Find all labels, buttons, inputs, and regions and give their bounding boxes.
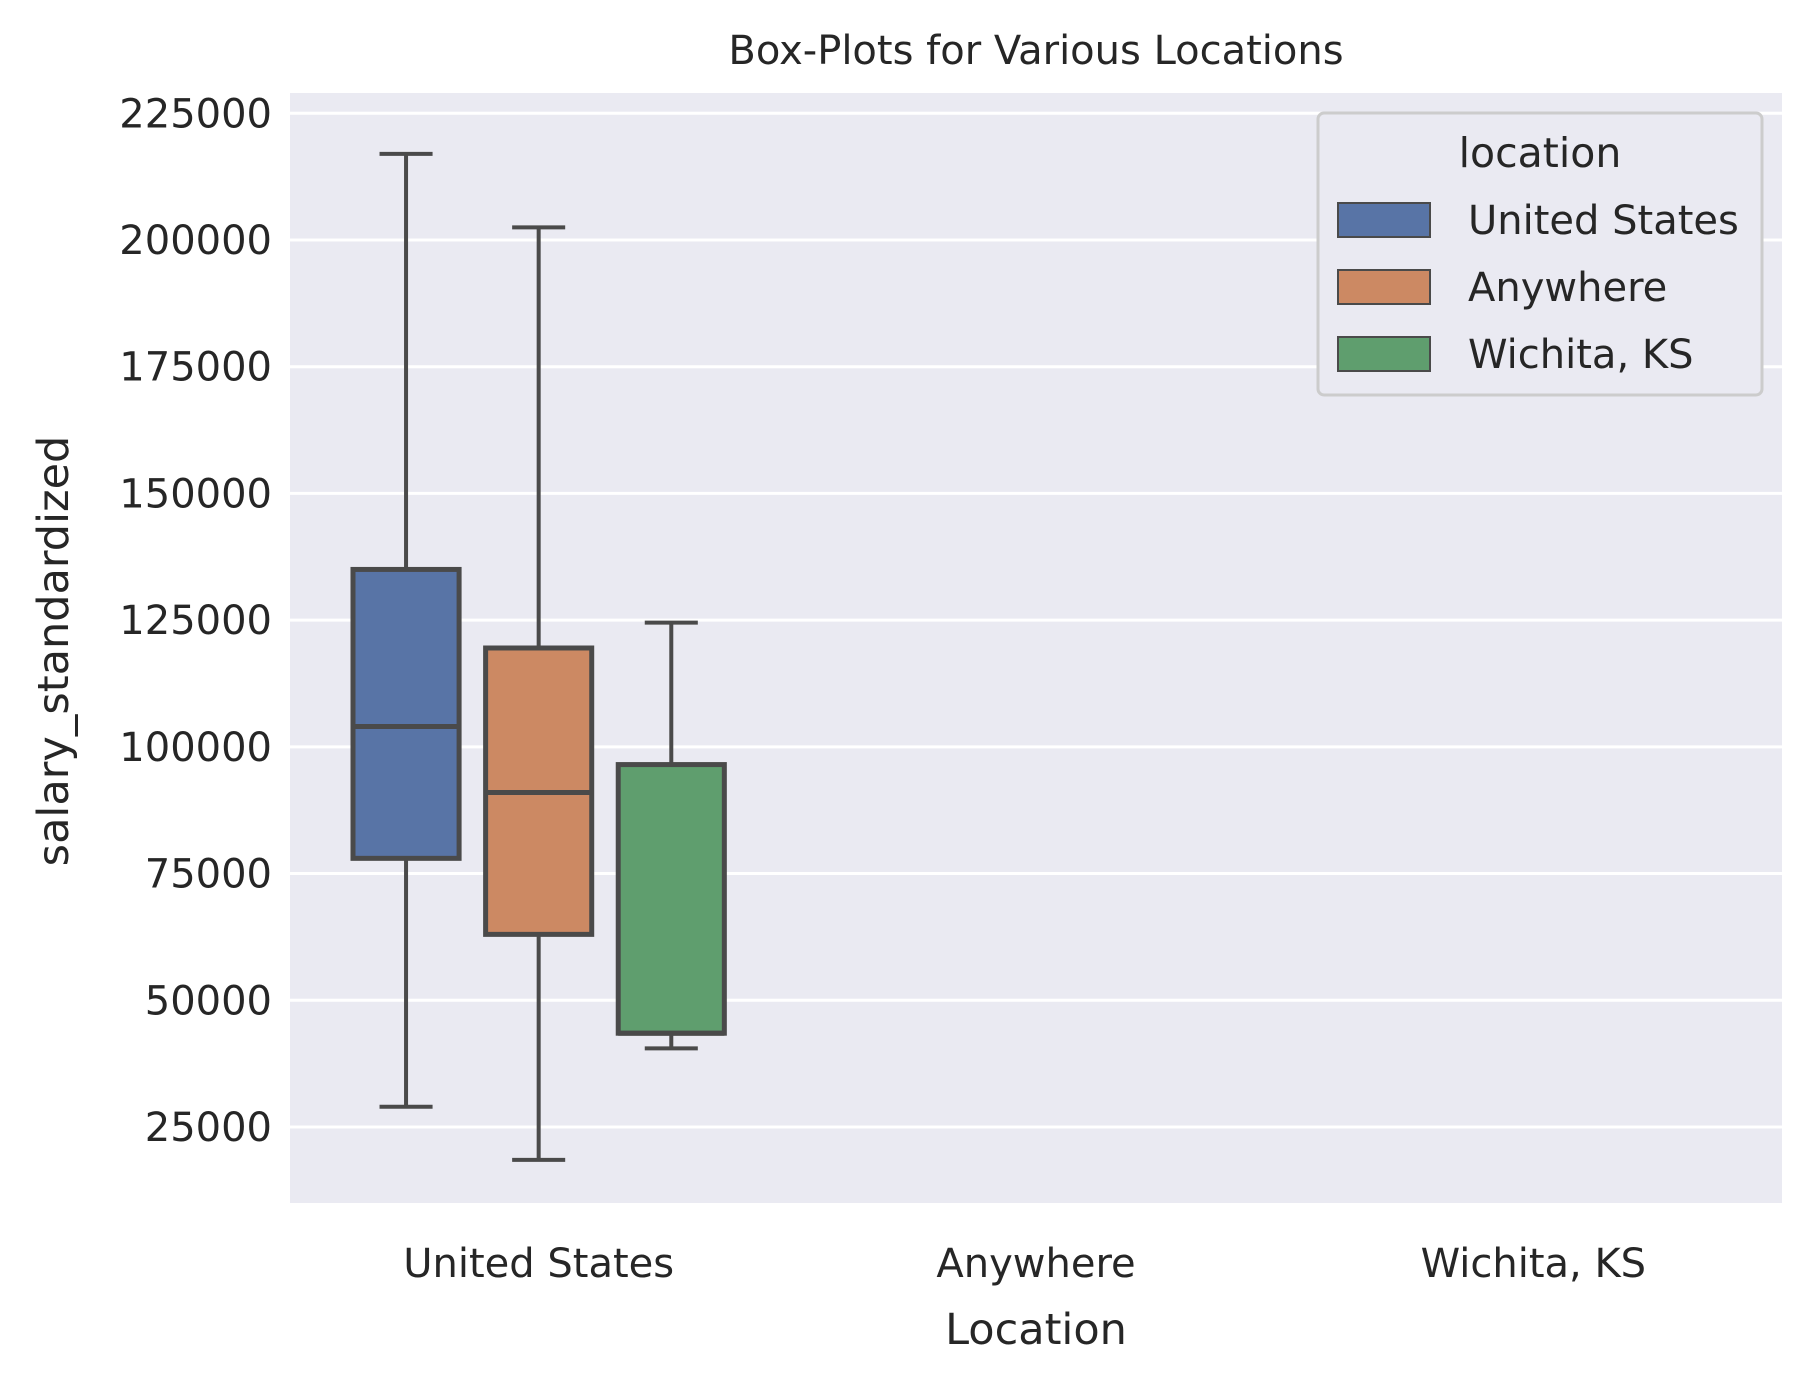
- legend-label-1: Anywhere: [1468, 265, 1667, 311]
- x-tick-label-0: United States: [403, 1241, 674, 1287]
- y-tick-label-6: 175000: [119, 345, 272, 391]
- x-tick-label-1: Anywhere: [936, 1241, 1135, 1287]
- x-tick-label-2: Wichita, KS: [1421, 1241, 1647, 1287]
- y-tick-label-7: 200000: [119, 218, 272, 264]
- y-tick-label-2: 75000: [145, 852, 272, 898]
- legend-label-2: Wichita, KS: [1468, 332, 1694, 378]
- y-tick-label-3: 100000: [119, 725, 272, 771]
- legend-swatch-2: [1337, 336, 1431, 372]
- legend-label-0: United States: [1468, 198, 1739, 244]
- legend-swatch-1: [1337, 269, 1431, 305]
- y-tick-label-1: 50000: [145, 978, 272, 1024]
- chart-title: Box-Plots for Various Locations: [728, 28, 1343, 74]
- iqr-box: [350, 566, 462, 861]
- y-axis-label: salary_standardized: [29, 436, 79, 867]
- x-axis-label: Location: [945, 1305, 1127, 1355]
- y-tick-label-4: 125000: [119, 598, 272, 644]
- y-tick-label-0: 25000: [145, 1105, 272, 1151]
- box-wichita-ks: [615, 620, 727, 1051]
- legend: location United States Anywhere Wichita, K…: [1316, 111, 1764, 397]
- y-axis-ticks: 25000 50000 75000 100000 125000 150000 175000 2…: [119, 91, 272, 1151]
- legend-frame: [1316, 111, 1764, 397]
- y-tick-label-5: 150000: [119, 471, 272, 517]
- box-united-states: [350, 151, 462, 1109]
- y-tick-label-8: 225000: [119, 91, 272, 137]
- iqr-box: [615, 762, 727, 1036]
- box-anywhere: [483, 225, 595, 1162]
- legend-swatch-0: [1337, 202, 1431, 238]
- x-axis-ticks: United States Anywhere Wichita, KS: [403, 1241, 1646, 1287]
- boxes: [350, 151, 727, 1162]
- legend-title: location: [1459, 129, 1622, 177]
